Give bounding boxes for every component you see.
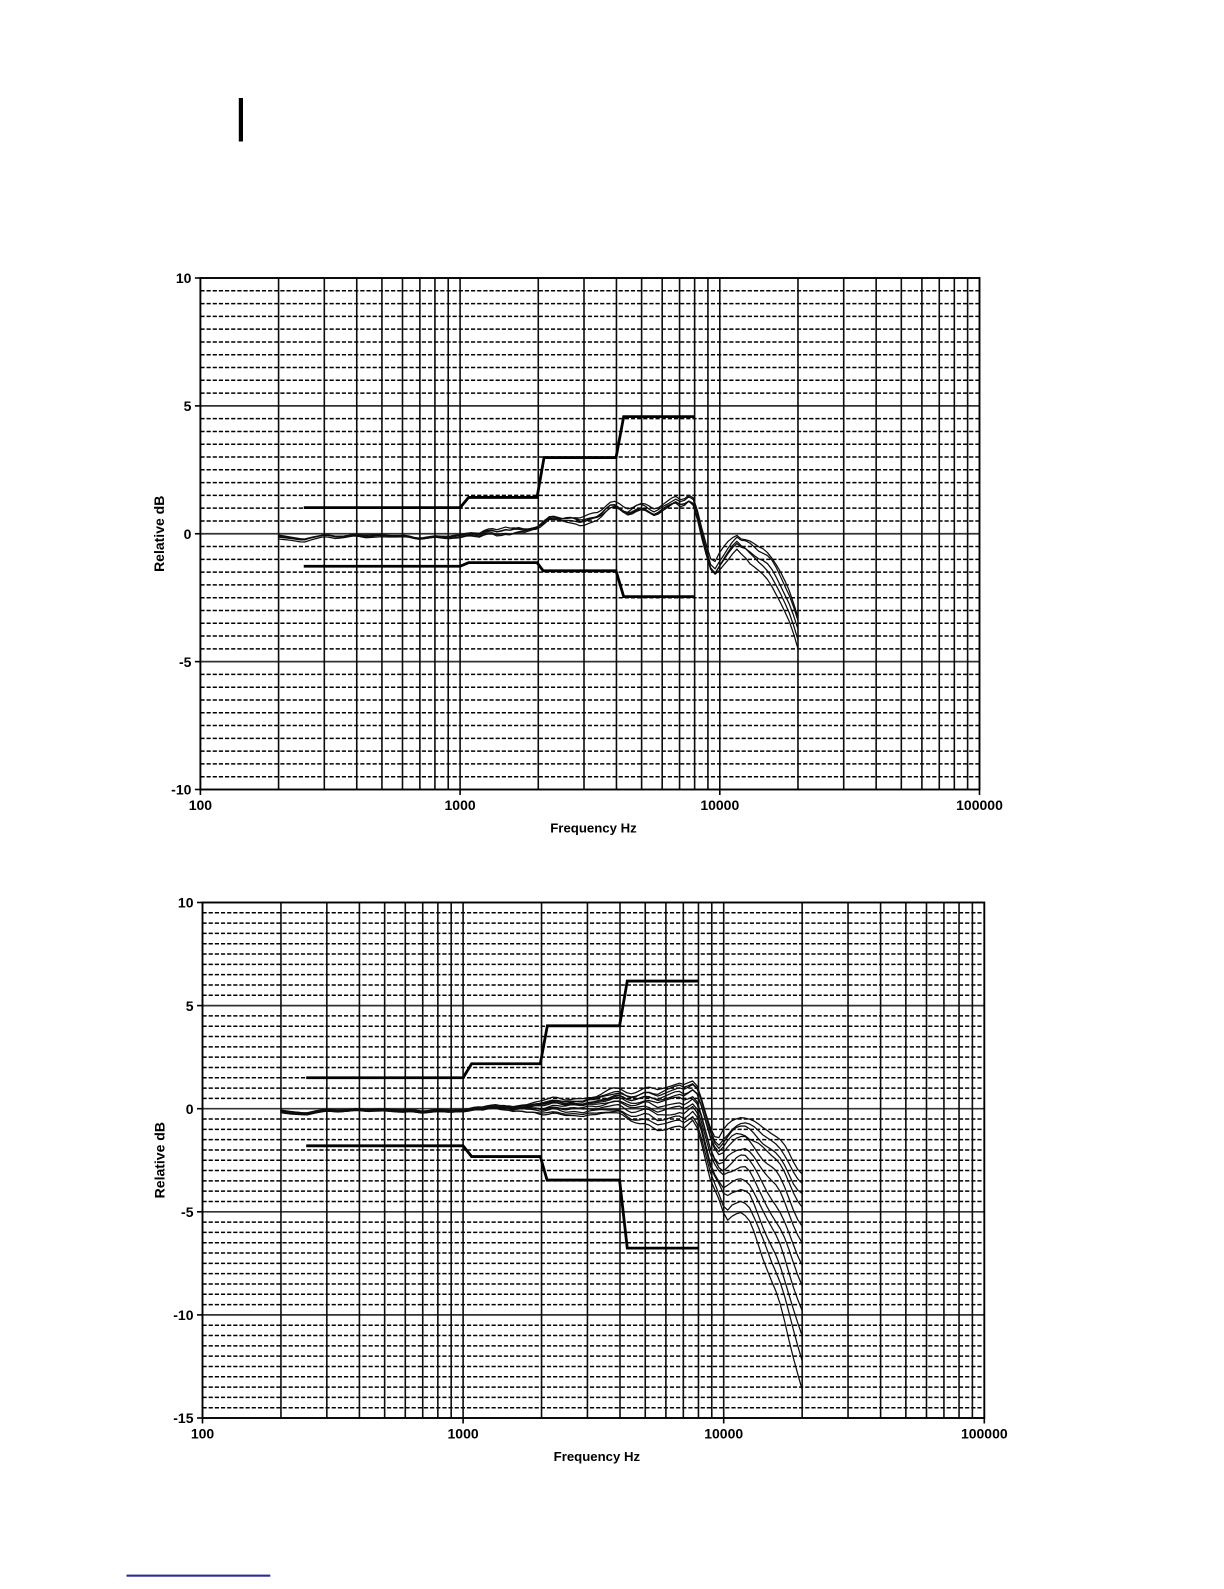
svg-text:10: 10 <box>176 270 192 286</box>
svg-text:100000: 100000 <box>961 1426 1008 1442</box>
svg-text:5: 5 <box>186 998 194 1014</box>
svg-text:5: 5 <box>184 398 192 414</box>
svg-text:100000: 100000 <box>956 797 1003 813</box>
svg-text:-5: -5 <box>179 654 192 670</box>
svg-text:1000: 1000 <box>448 1426 479 1442</box>
svg-text:-5: -5 <box>181 1204 194 1220</box>
svg-text:-10: -10 <box>173 1307 193 1323</box>
svg-text:-15: -15 <box>173 1410 193 1426</box>
svg-text:100: 100 <box>191 1426 215 1442</box>
svg-text:-10: -10 <box>171 782 191 798</box>
svg-text:Frequency Hz: Frequency Hz <box>554 1449 641 1464</box>
svg-text:0: 0 <box>184 526 192 542</box>
svg-text:Relative dB: Relative dB <box>152 1122 168 1198</box>
svg-text:10000: 10000 <box>700 797 739 813</box>
svg-text:10000: 10000 <box>704 1426 743 1442</box>
svg-text:100: 100 <box>189 797 213 813</box>
svg-text:0: 0 <box>186 1101 194 1117</box>
svg-text:1000: 1000 <box>445 797 476 813</box>
svg-text:Frequency Hz: Frequency Hz <box>550 821 637 836</box>
svg-text:Relative dB: Relative dB <box>151 496 167 572</box>
svg-text:10: 10 <box>178 895 194 911</box>
